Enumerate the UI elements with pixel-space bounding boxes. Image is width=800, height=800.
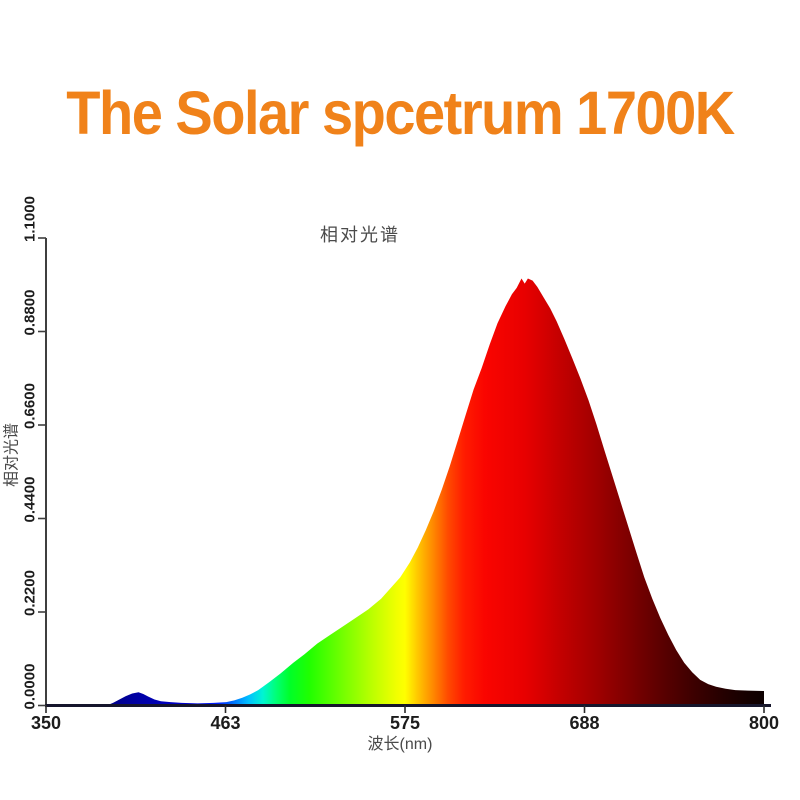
y-tick-label-5: 1.1000 — [22, 196, 39, 242]
x-tick-label-2: 575 — [390, 713, 420, 733]
page-title: The Solar spcetrum 1700K — [66, 77, 735, 148]
y-tick-label-0: 0.0000 — [22, 664, 39, 710]
x-tick-label-1: 463 — [210, 713, 240, 733]
y-axis-title: 相对光谱 — [3, 423, 21, 487]
chart-inner-title: 相对光谱 — [320, 225, 400, 245]
y-tick-label-4: 0.8800 — [22, 290, 39, 336]
y-tick-label-3: 0.6600 — [22, 383, 39, 429]
x-axis-title: 波长(nm) — [368, 735, 433, 753]
spectrum-area — [106, 278, 765, 706]
y-tick-label-1: 0.2200 — [22, 570, 39, 616]
x-tick-label-0: 350 — [31, 713, 61, 733]
y-tick-label-2: 0.4400 — [22, 477, 39, 523]
y-axis-ticks — [38, 237, 46, 707]
x-tick-label-3: 688 — [569, 713, 599, 733]
x-axis-ticks — [45, 705, 765, 713]
x-tick-label-4: 800 — [749, 713, 779, 733]
